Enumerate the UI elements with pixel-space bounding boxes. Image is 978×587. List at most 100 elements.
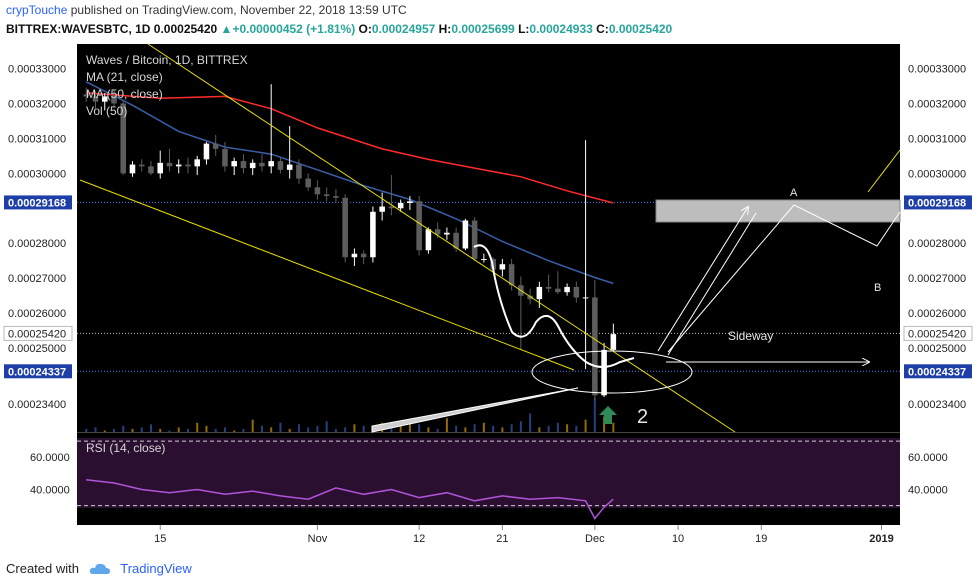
volume-bar xyxy=(112,428,115,432)
price-badge-label: 0.00025420 xyxy=(8,328,66,340)
candle-body xyxy=(101,96,108,102)
upper-trendline xyxy=(147,43,736,433)
candle xyxy=(212,134,219,156)
candle-body xyxy=(481,258,487,260)
candle xyxy=(268,84,274,174)
price-tick-label: 0.00026000 xyxy=(8,308,66,320)
wave-count-label: 2 xyxy=(637,406,648,428)
price-axis[interactable]: 0.00033000 0.00033000 0.00032000 0.00032000… xyxy=(3,63,973,411)
candle xyxy=(277,157,284,174)
candle-body xyxy=(471,220,478,259)
high-value: 0.00025699 xyxy=(451,22,515,36)
candle-body xyxy=(397,203,404,209)
price-badge-label: 0.00024337 xyxy=(8,366,66,378)
price-badge-label: 0.00029168 xyxy=(908,197,966,209)
price-tick-label: 0.00033000 xyxy=(8,63,66,75)
close-label: C: xyxy=(596,22,609,36)
candle-body xyxy=(212,143,219,149)
green-up-arrow-icon xyxy=(599,406,617,424)
price-pane[interactable] xyxy=(77,44,900,432)
volume-bar xyxy=(482,422,485,432)
volume-bar xyxy=(186,428,189,432)
footer: Created with TradingView xyxy=(6,561,192,578)
ohlc-header: BITTREX:WAVESBTC, 1D 0.00025420 ▲+0.0000… xyxy=(6,22,672,36)
volume-bar xyxy=(612,422,615,432)
volume-bar xyxy=(538,427,541,432)
volume-bar xyxy=(436,428,439,432)
price-badge xyxy=(904,195,972,210)
volume-bar xyxy=(455,425,458,432)
volume-bar xyxy=(242,428,245,432)
publish-header: crypTouche published on TradingView.com,… xyxy=(6,3,407,17)
candle xyxy=(407,196,413,211)
time-tick-label: 19 xyxy=(755,533,767,545)
candle xyxy=(564,283,570,296)
candle xyxy=(360,250,367,265)
tradingview-link[interactable]: TradingView xyxy=(120,561,192,576)
price-tick-label: 0.00028000 xyxy=(908,238,966,250)
author-link[interactable]: crypTouche xyxy=(6,3,68,17)
volume-bar xyxy=(94,427,97,432)
symbol-label: BITTREX:WAVESBTC, 1D xyxy=(6,22,151,36)
candle xyxy=(138,159,145,172)
candle-body xyxy=(379,206,385,212)
rsi-tick-label: 60.0000 xyxy=(30,452,70,464)
volume-bar xyxy=(427,427,430,432)
candle xyxy=(425,227,432,254)
volume-bar xyxy=(344,427,347,432)
candle xyxy=(462,218,469,251)
price-badge xyxy=(4,364,72,379)
candle xyxy=(194,155,200,176)
volume-bar xyxy=(214,428,217,432)
candle-body xyxy=(111,96,117,104)
volume-bar xyxy=(168,430,171,432)
candle xyxy=(471,217,478,261)
candle-body xyxy=(92,96,99,102)
lower-trendline xyxy=(79,179,575,371)
candle-body xyxy=(545,286,552,289)
candle-body xyxy=(333,196,339,198)
candle xyxy=(222,141,228,172)
candle xyxy=(545,274,552,293)
price-tick-label: 0.00033000 xyxy=(908,63,966,75)
candle-body xyxy=(148,166,154,174)
volume-bar xyxy=(408,419,411,432)
volume-bar xyxy=(260,425,263,432)
candle xyxy=(536,281,543,308)
candle xyxy=(185,157,191,174)
candle-body xyxy=(231,161,237,167)
volume-bar xyxy=(353,424,356,432)
candle-body xyxy=(185,164,191,167)
time-tick-label: 2019 xyxy=(869,533,893,545)
candle-body xyxy=(296,164,302,179)
chart-title: Waves / Bitcoin, 1D, BITTREX xyxy=(86,53,248,67)
candle xyxy=(240,154,247,174)
candle-body xyxy=(444,232,450,235)
tradingview-cloud-icon xyxy=(89,562,111,578)
volume-bar xyxy=(316,425,319,432)
rsi-band xyxy=(77,438,900,508)
volume-bar xyxy=(288,428,291,432)
rsi-line xyxy=(86,479,614,520)
volume-bar xyxy=(492,425,495,432)
volume-bar xyxy=(510,424,513,432)
volume-bar xyxy=(464,427,467,432)
time-axis[interactable]: 15 Nov 12 21 Dec 10 19 2019 xyxy=(154,525,894,545)
candle xyxy=(129,161,136,177)
candle-body xyxy=(388,206,395,209)
candle-body xyxy=(157,162,163,174)
candle-body xyxy=(601,349,607,396)
ma50-line xyxy=(85,81,614,285)
close-value: 0.00025420 xyxy=(608,22,673,36)
candle-body xyxy=(610,334,617,350)
rsi-tick-label: 40.0000 xyxy=(30,484,70,496)
volume-bar xyxy=(85,428,88,432)
candle-body xyxy=(592,297,598,396)
volume-bar xyxy=(149,424,152,432)
price-badge xyxy=(3,325,73,341)
candle-body xyxy=(120,103,127,174)
volume-bar xyxy=(334,428,337,432)
low-label: L: xyxy=(518,22,530,36)
volume-bar xyxy=(529,413,532,432)
